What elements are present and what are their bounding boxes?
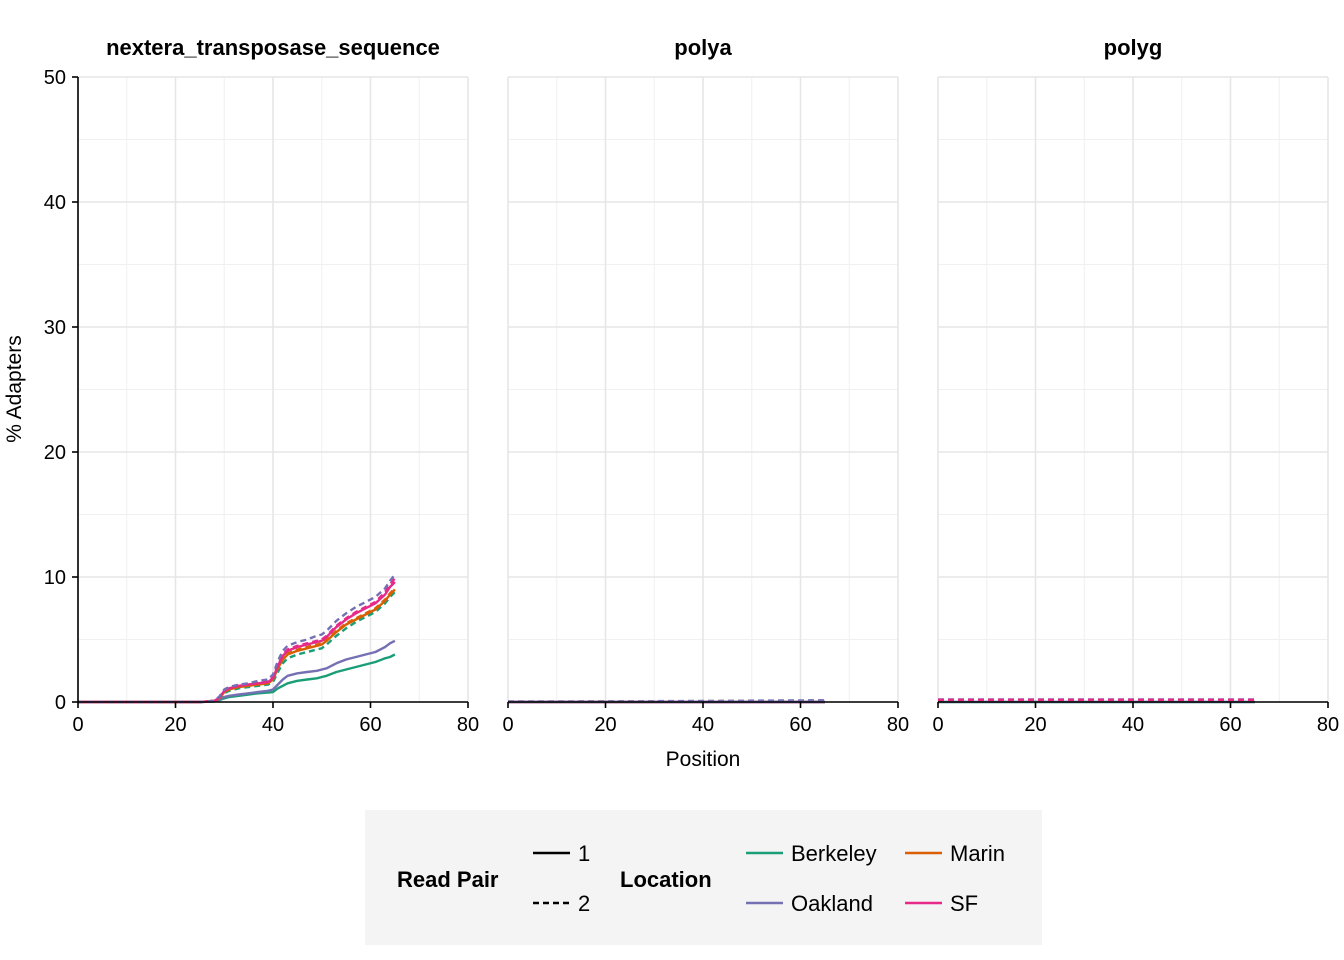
x-tick-label: 80 [457,714,479,736]
legend-title-read-pair: Read Pair [397,867,499,892]
x-tick-label: 0 [932,714,943,736]
series-line-oakland-read-2 [78,573,396,704]
y-tick-label: 20 [44,442,66,464]
x-tick-label: 60 [1219,714,1241,736]
legend-label-sf: SF [950,891,978,916]
legend-label-berkeley: Berkeley [791,841,877,866]
panel-0: nextera_transposase_sequence 0 20 40 60 80 0 10… [44,35,479,736]
legend-background [365,810,1042,945]
x-tick-label: 60 [789,714,811,736]
x-tick-label: 20 [164,714,186,736]
facet-title: polyg [1104,35,1163,60]
x-tick-label: 80 [1317,714,1339,736]
panel-2: polyg 0 20 40 60 80 [932,35,1339,736]
x-tick-label: 60 [359,714,381,736]
x-tick-label: 80 [887,714,909,736]
legend-label-read-pair-1: 1 [578,841,590,866]
x-tick-label: 40 [692,714,714,736]
legend-label-oakland: Oakland [791,891,873,916]
y-tick-label: 10 [44,567,66,589]
x-tick-label: 40 [262,714,284,736]
y-tick-label: 30 [44,317,66,339]
panel-1: polya 0 20 40 60 80 [502,35,909,736]
x-axis-title: Position [666,748,741,771]
legend-label-read-pair-2: 2 [578,891,590,916]
facet-title: polya [674,35,732,60]
facet-title: nextera_transposase_sequence [106,35,440,60]
series-line-sf-read-2 [78,577,396,704]
x-tick-label: 0 [72,714,83,736]
legend: Read Pair 1 2 Location Berkeley Oakland … [365,810,1042,945]
x-tick-label: 40 [1122,714,1144,736]
x-tick-label: 20 [1024,714,1046,736]
legend-label-marin: Marin [950,841,1005,866]
y-tick-label: 50 [44,67,66,89]
series-line-oakland-read-1 [78,639,396,704]
y-axis-title: % Adapters [3,335,26,442]
legend-title-location: Location [620,867,712,892]
x-tick-label: 0 [502,714,513,736]
facet-panels: nextera_transposase_sequence 0 20 40 60 80 0 10… [44,35,1339,736]
y-tick-label: 40 [44,192,66,214]
y-tick-label: 0 [55,692,66,714]
x-tick-label: 20 [594,714,616,736]
